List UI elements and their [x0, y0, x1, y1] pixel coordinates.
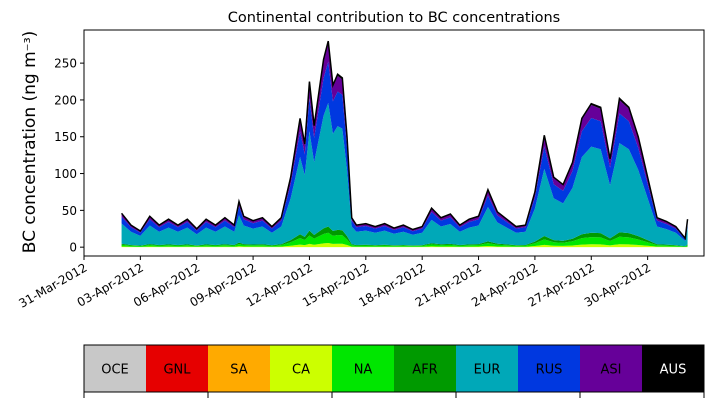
- legend-label-asi: ASI: [601, 363, 622, 378]
- stacked-areas: [121, 41, 688, 248]
- plot-frame: [83, 29, 705, 257]
- legend-label-eur: EUR: [474, 363, 501, 378]
- legend-label-afr: AFR: [412, 363, 437, 378]
- legend-swatch-gnl: [146, 345, 208, 392]
- legend-frame: [83, 344, 705, 393]
- legend-swatch-eur: [456, 345, 518, 392]
- y-axis: 0 50 100 150 200 250: [54, 57, 84, 255]
- y-tick-label: 0: [69, 241, 77, 255]
- total-line: [120, 40, 689, 241]
- legend: OCE GNL SA CA NA AFR EUR RUS ASI AUS: [83, 344, 705, 398]
- x-axis: 31-Mar-201203-Apr-201206-Apr-201209-Apr-…: [16, 256, 653, 311]
- total-line-group: [120, 40, 689, 241]
- area-eur: [121, 102, 688, 247]
- area-na: [121, 232, 688, 247]
- legend-label-ca: CA: [292, 363, 310, 378]
- legend-swatch-oce: [84, 345, 146, 392]
- y-axis-label: BC concentration (ng m⁻³): [20, 31, 40, 254]
- y-tick-label: 250: [54, 57, 77, 71]
- legend-swatch-asi: [580, 345, 642, 392]
- legend-swatch-sa: [208, 345, 270, 392]
- legend-label-rus: RUS: [536, 363, 563, 378]
- legend-label-aus: AUS: [660, 363, 687, 378]
- legend-label-oce: OCE: [101, 363, 129, 378]
- y-tick-label: 100: [54, 167, 77, 181]
- y-tick-label: 50: [62, 204, 77, 218]
- y-tick-label: 150: [54, 130, 77, 144]
- legend-label-gnl: GNL: [163, 363, 191, 378]
- legend-label-na: NA: [354, 363, 373, 378]
- legend-swatch-aus: [642, 345, 704, 392]
- legend-swatch-ca: [270, 345, 332, 392]
- legend-swatch-afr: [394, 345, 456, 392]
- legend-label-sa: SA: [230, 363, 247, 378]
- legend-swatch-na: [332, 345, 394, 392]
- legend-swatch-rus: [518, 345, 580, 392]
- y-tick-label: 200: [54, 93, 77, 107]
- area-ca: [121, 243, 688, 248]
- chart-title: Continental contribution to BC concentra…: [228, 10, 560, 26]
